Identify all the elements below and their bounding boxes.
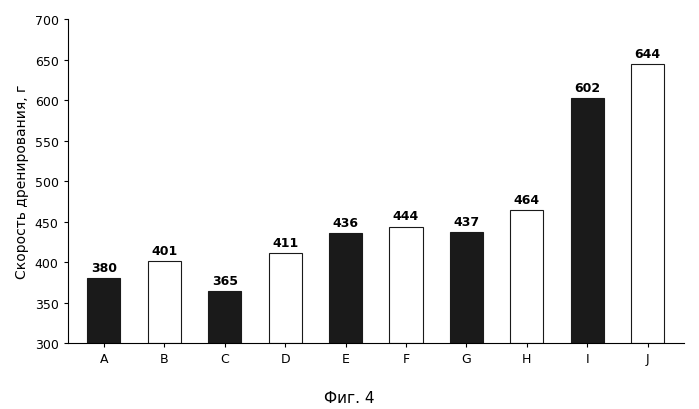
Text: 464: 464 [514,194,540,207]
Y-axis label: Скорость дренирования, г: Скорость дренирования, г [15,85,29,279]
Bar [329,234,362,344]
Bar [450,233,483,344]
Bar [268,254,302,344]
Bar [208,291,241,344]
Text: 444: 444 [393,210,419,223]
Text: 644: 644 [635,48,661,61]
Text: 436: 436 [333,216,359,229]
Text: Фиг. 4: Фиг. 4 [324,390,375,405]
Bar [510,211,544,344]
Text: 401: 401 [151,245,178,258]
Text: 365: 365 [212,274,238,287]
Bar [631,65,664,344]
Bar [570,99,604,344]
Bar [389,227,423,344]
Text: 411: 411 [272,237,298,249]
Bar [147,262,181,344]
Text: 380: 380 [91,262,117,275]
Text: 437: 437 [454,216,480,229]
Bar [87,279,120,344]
Text: 602: 602 [575,82,600,95]
